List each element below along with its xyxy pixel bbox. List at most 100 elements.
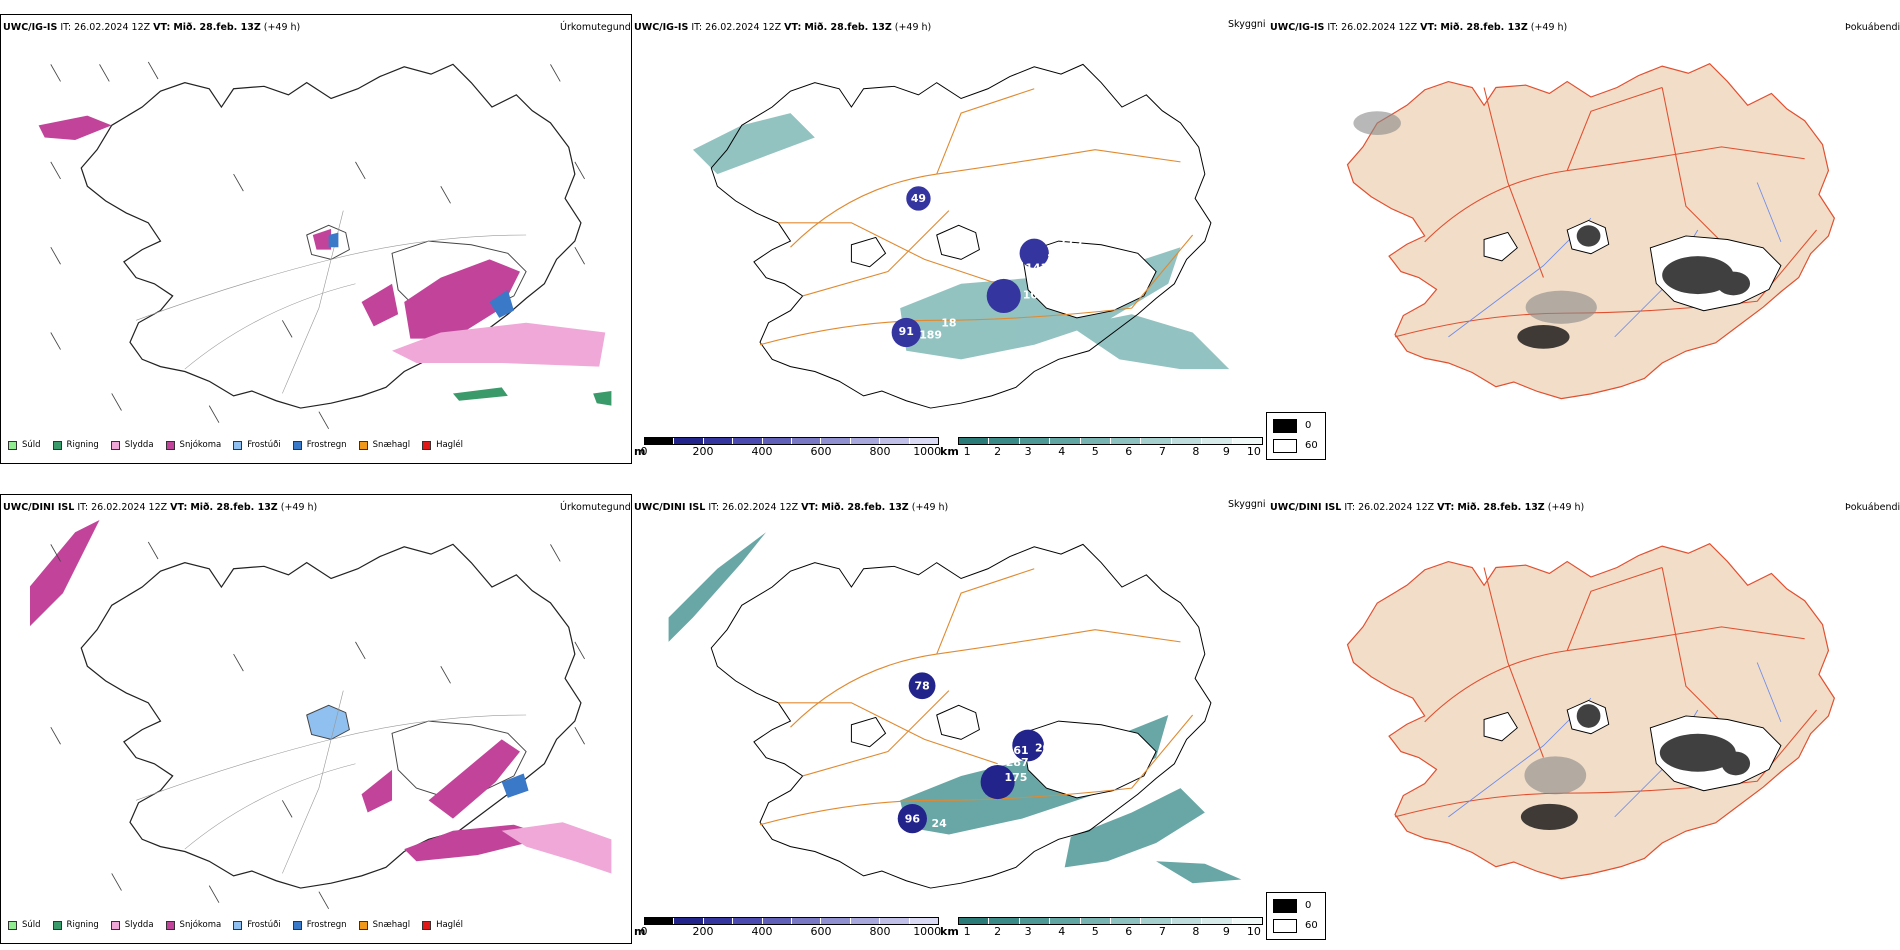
precip-type-panel-0 [0,14,632,464]
panel-title-precip-1: Úrkomutegund [560,502,631,513]
swatch-snaehagl [358,440,368,450]
tick: 6 [1125,445,1133,458]
km-colorbar-0: 1 2 3 4 5 6 7 8 9 10 [958,437,1263,459]
vis-label: 261 [1006,744,1029,757]
swatch-rigning [52,440,62,450]
vis-label: 24 [932,817,948,830]
vis-label: 175 [1005,771,1028,784]
vis-label: 109 [1023,288,1046,301]
panel-title-visibility-0: Skyggni [1228,19,1266,30]
swatch-rigning [52,920,62,930]
panel-title-precip-0: Úrkomutegund [560,22,631,33]
tick: 400 [751,925,773,938]
vis-label: 242 [1047,252,1070,265]
fog-swatch-high [1273,419,1297,433]
legend-item: Snæhagl [358,920,410,930]
vis-label: 78 [914,679,929,692]
vis-label: 235 [1074,219,1097,232]
vis-label: 248 [980,249,1003,262]
vis-label: 308 [980,733,1003,746]
legend-item: Súld [8,440,41,450]
precip-map-0 [38,61,612,429]
tick: 1000 [913,925,942,938]
panel-title-fog-1: Þokuábendi [1845,502,1900,513]
tick: 10 [1246,925,1261,938]
swatch-frostudi [233,920,243,930]
vis-label: 220 [1062,710,1085,723]
m-unit-0: m [634,445,646,458]
header-1-1: UWC/DINI ISL IT: 26.02.2024 12Z VT: Mið.… [634,502,949,513]
legend-item: Frostúði [233,440,281,450]
tick: 8 [1192,445,1200,458]
tick: 600 [810,445,832,458]
vis-label: 18 [941,316,956,329]
tick: 8 [1192,925,1200,938]
swatch-slydda [110,440,120,450]
legend-item: Súld [8,920,41,930]
header-1-2: UWC/DINI ISL IT: 26.02.2024 12Z VT: Mið.… [1270,502,1585,513]
panel-title-fog-0: Þokuábendi [1845,22,1900,33]
tick: 800 [869,925,891,938]
vis-label: 287 [1006,756,1029,769]
swatch-frostregn [292,920,302,930]
legend-item: Slydda [110,920,154,930]
swatch-snjokoma [165,920,175,930]
vis-label: 96 [905,812,921,825]
vis-label: 91 [899,325,914,338]
legend-item: Haglél [422,440,463,450]
tick: 1 [963,925,971,938]
vis-label: 176 [976,699,999,712]
vis-label: 208 [1035,742,1058,755]
precip-legend-1: Súld Rigning Slydda Snjókoma Frostúði Fr… [8,920,463,930]
legend-item: Haglél [422,920,463,930]
visibility-map-1: 78 176 308 220 442 290 208 261 287 175 9… [668,532,1242,889]
swatch-frostregn [292,440,302,450]
swatch-haglel [422,440,432,450]
fog-label-bottom: 60 [1305,920,1318,931]
tick: 5 [1091,445,1099,458]
vis-label: 189 [919,329,942,342]
swatch-sudl [8,920,17,930]
tick: 0 [640,445,648,458]
tick: 5 [1091,925,1099,938]
tick: 800 [869,445,891,458]
header-0-0: UWC/IG-IS IT: 26.02.2024 12Z VT: Mið. 28… [3,22,301,33]
vis-label: 49 [911,192,926,205]
tick: 0 [640,925,648,938]
vis-label: 290 [1047,725,1070,738]
fog-legend-0: 0 60 [1266,412,1326,460]
tick: 1000 [913,445,942,458]
tick: 400 [751,445,773,458]
legend-item: Snjókoma [165,440,221,450]
tick: 2 [994,925,1002,938]
swatch-slydda [110,920,120,930]
swatch-snaehagl [358,920,368,930]
tick: 3 [1024,925,1032,938]
swatch-haglel [422,920,432,930]
precip-map-1 [30,520,612,909]
tick: 9 [1222,445,1230,458]
row-0: UWC/IG-IS IT: 26.02.2024 12Z VT: Mið. 28… [0,0,1900,470]
tick: 1 [963,445,971,458]
legend-item: Snjókoma [165,920,221,930]
tick: 7 [1158,445,1166,458]
tick: 2 [994,445,1002,458]
fog-label-bottom: 60 [1305,440,1318,451]
tick: 9 [1222,925,1230,938]
vis-label: 141 [1025,262,1048,275]
header-0-1: UWC/IG-IS IT: 26.02.2024 12Z VT: Mið. 28… [634,22,932,33]
tick: 600 [810,925,832,938]
fog-swatch-low [1273,439,1297,453]
fog-swatch-high [1273,899,1297,913]
visibility-map-0: 49 77 248 275 235 141 242 109 91 189 18 [692,63,1230,409]
tick: 7 [1158,925,1166,938]
header-0-2: UWC/IG-IS IT: 26.02.2024 12Z VT: Mið. 28… [1270,22,1568,33]
precip-legend-0: Súld Rigning Slydda Snjókoma Frostúði Fr… [8,440,463,450]
fog-swatch-low [1273,919,1297,933]
legend-item: Frostregn [292,920,347,930]
swatch-frostudi [233,440,243,450]
fog-label-top: 0 [1305,420,1312,431]
legend-item: Snæhagl [358,440,410,450]
km-colorbar-1: 1 2 3 4 5 6 7 8 9 10 [958,917,1263,939]
tick: 4 [1058,445,1066,458]
